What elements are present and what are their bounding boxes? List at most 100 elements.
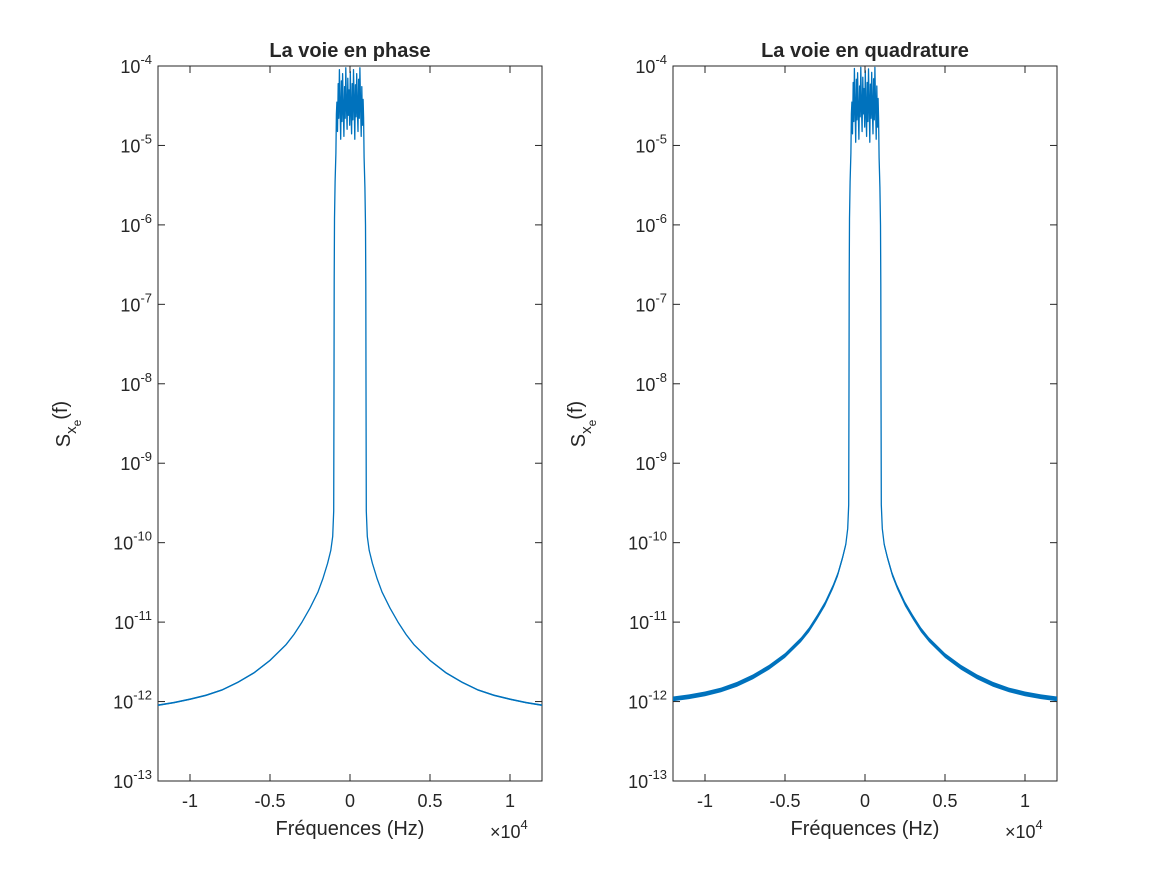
x-axis-multiplier: ×104 [490,817,528,842]
y-tick-label: 10-9 [120,449,152,474]
y-tick-base: 10 [120,375,140,395]
ylabel-main: S [568,434,590,447]
y-tick-exp: -10 [133,529,152,544]
y-tick-base: 10 [635,454,655,474]
y-tick-label: 10-9 [635,449,667,474]
y-tick-base: 10 [120,57,140,77]
y-tick-label: 10-10 [113,529,152,554]
ylabel-sub1: x [63,426,80,434]
x-ticks: -1 -0.5 0 0.5 1 [697,66,1030,811]
y-tick-exp: -10 [648,529,667,544]
y-tick-base: 10 [113,534,133,554]
x-tick-label: 0.5 [932,791,957,811]
y-tick-label: 10-11 [114,608,152,633]
x-multiplier-exp: 4 [521,817,528,832]
x-tick-label: -1 [697,791,713,811]
ylabel-sub1: x [578,426,595,434]
y-tick-exp: -5 [655,131,667,146]
ylabel-arg: (f) [50,401,72,420]
y-tick-label: 10-7 [635,290,667,315]
svg-text:Sxe(f): Sxe(f) [50,401,84,447]
y-tick-label: 10-7 [120,290,152,315]
svg-text:Sxe(f): Sxe(f) [565,401,599,447]
y-tick-base: 10 [635,295,655,315]
y-tick-label: 10-13 [113,767,152,792]
x-tick-label: -0.5 [254,791,285,811]
x-axis-label: Fréquences (Hz) [276,818,425,840]
y-tick-exp: -7 [655,290,667,305]
data-series [672,65,1058,702]
chart-title: La voie en quadrature [761,40,969,62]
x-tick-label: 1 [505,791,515,811]
y-tick-base: 10 [628,534,648,554]
ylabel-sub2: e [70,419,84,426]
subplot-in-phase: La voie en phase -1 -0.5 0 0.5 1 10-1310-121… [50,40,543,842]
y-tick-label: 10-11 [629,608,667,633]
y-ticks: 10-1310-1210-1110-1010-910-810-710-610-5… [628,52,1057,792]
y-tick-base: 10 [113,693,133,713]
ylabel-arg: (f) [565,401,587,420]
y-ticks: 10-1310-1210-1110-1010-910-810-710-610-5… [113,52,542,792]
y-axis-label: Sxe(f) [565,401,599,447]
data-series [157,67,543,706]
y-tick-base: 10 [635,375,655,395]
y-tick-exp: -11 [134,608,152,623]
x-ticks: -1 -0.5 0 0.5 1 [182,66,515,811]
y-tick-label: 10-8 [635,370,667,395]
y-tick-exp: -8 [655,370,667,385]
y-tick-exp: -7 [140,290,152,305]
y-tick-label: 10-6 [120,211,152,236]
series-line [672,66,1058,700]
plot-area [157,65,543,782]
plot-area [672,65,1058,782]
y-tick-label: 10-13 [628,767,667,792]
y-tick-base: 10 [120,216,140,236]
y-tick-exp: -13 [133,767,152,782]
x-multiplier-base: ×10 [490,822,521,842]
ylabel-sub2: e [585,419,599,426]
y-tick-exp: -11 [649,608,667,623]
x-tick-label: -1 [182,791,198,811]
y-tick-exp: -5 [140,131,152,146]
series-line [157,67,543,706]
chart-title: La voie en phase [269,40,430,62]
y-tick-label: 10-4 [120,52,152,77]
y-tick-base: 10 [120,136,140,156]
y-tick-exp: -4 [655,52,667,67]
x-tick-label: 0 [860,791,870,811]
y-tick-label: 10-6 [635,211,667,236]
y-tick-base: 10 [635,216,655,236]
y-tick-base: 10 [635,57,655,77]
y-tick-exp: -4 [140,52,152,67]
y-tick-exp: -8 [140,370,152,385]
y-tick-label: 10-10 [628,529,667,554]
subplot-quadrature: La voie en quadrature -1 -0.5 0 0.5 1 10-131… [565,40,1058,842]
y-tick-label: 10-4 [635,52,667,77]
y-tick-label: 10-5 [635,131,667,156]
y-tick-base: 10 [113,772,133,792]
x-axis-label: Fréquences (Hz) [791,818,940,840]
x-tick-label: -0.5 [769,791,800,811]
x-tick-label: 0.5 [417,791,442,811]
y-tick-base: 10 [635,136,655,156]
y-tick-base: 10 [628,693,648,713]
x-axis-multiplier: ×104 [1005,817,1043,842]
y-tick-base: 10 [120,295,140,315]
y-tick-exp: -12 [133,688,152,703]
x-tick-label: 0 [345,791,355,811]
y-tick-base: 10 [629,613,649,633]
y-tick-exp: -6 [140,211,152,226]
x-multiplier-base: ×10 [1005,822,1036,842]
ylabel-main: S [53,434,75,447]
y-tick-exp: -9 [655,449,667,464]
y-tick-exp: -13 [648,767,667,782]
y-tick-base: 10 [120,454,140,474]
y-tick-label: 10-5 [120,131,152,156]
y-tick-exp: -6 [655,211,667,226]
y-tick-label: 10-12 [628,688,667,713]
y-tick-exp: -9 [140,449,152,464]
y-tick-base: 10 [114,613,134,633]
y-tick-label: 10-8 [120,370,152,395]
y-tick-exp: -12 [648,688,667,703]
y-tick-label: 10-12 [113,688,152,713]
